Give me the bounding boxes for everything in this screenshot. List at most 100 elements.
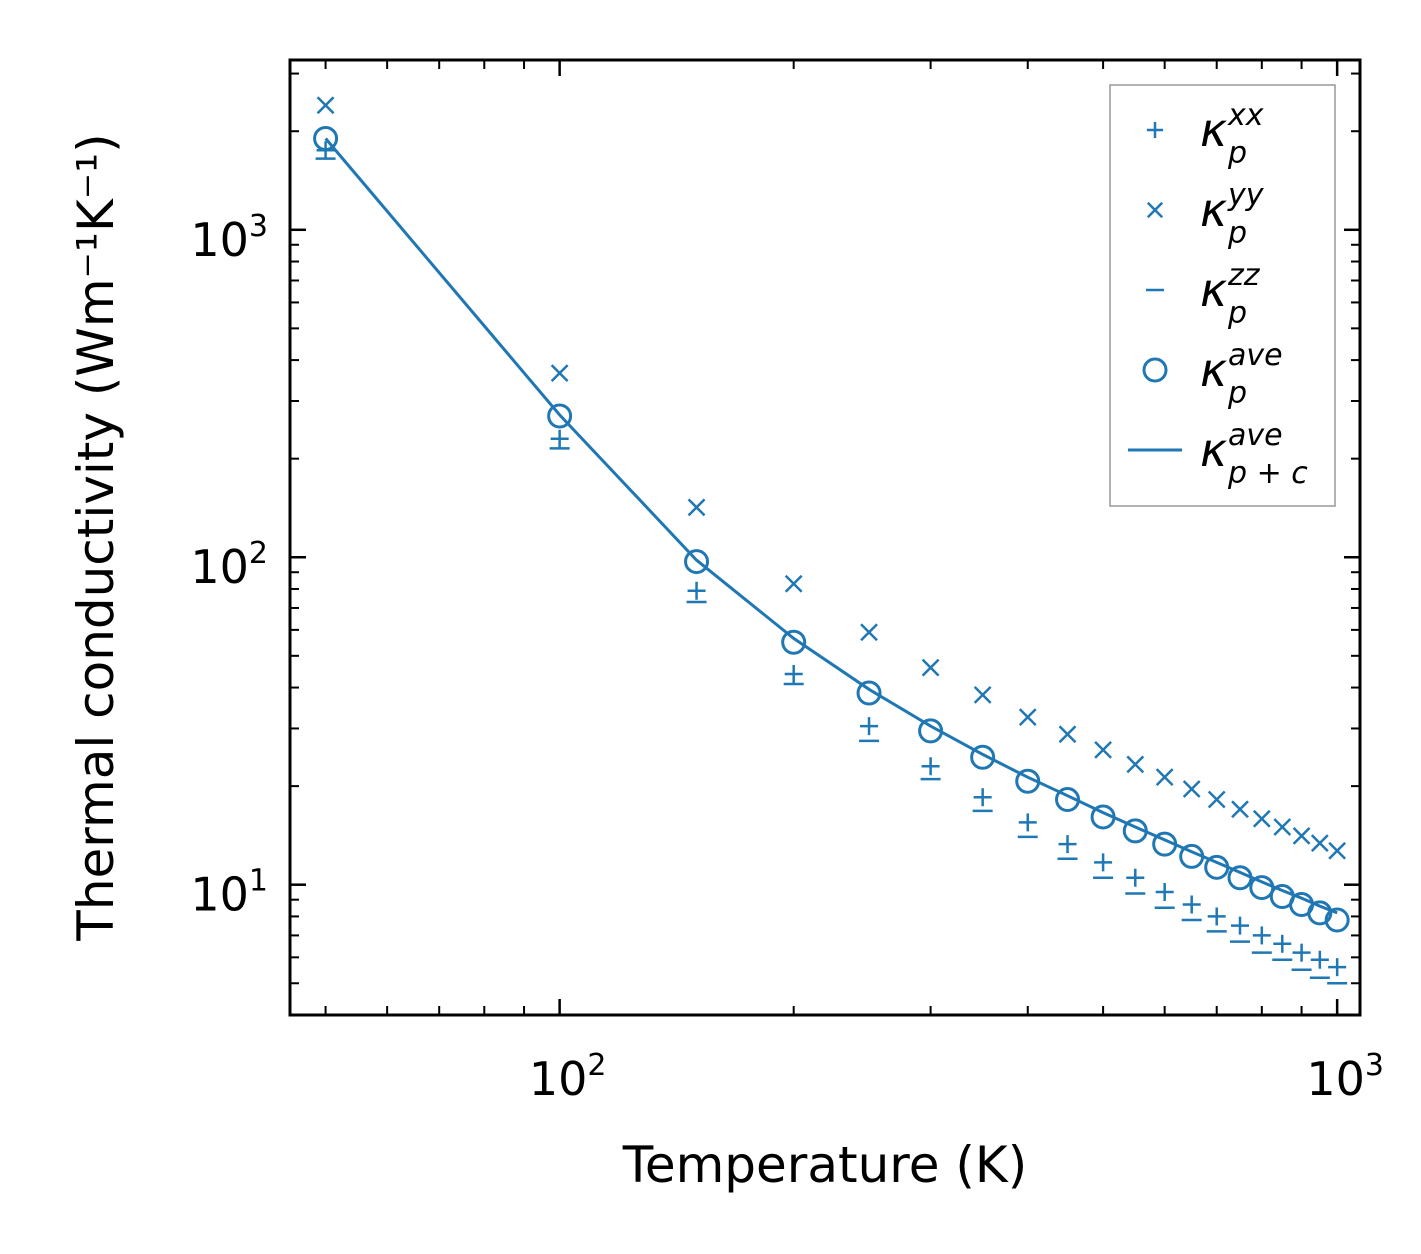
- point-kappa_p_xx: [921, 757, 940, 776]
- point-kappa_p_yy: [550, 364, 569, 383]
- legend-marker-kappa_p_yy: [1146, 201, 1164, 219]
- point-kappa_p_ave: [1204, 854, 1230, 880]
- legend-marker-kappa_p_ave: [1142, 357, 1168, 383]
- x-tick-label: 102: [529, 1048, 607, 1106]
- y-axis-title: Thermal conductivity (Wm⁻¹K⁻¹): [67, 133, 125, 941]
- point-kappa_p_ave: [970, 744, 996, 770]
- point-kappa_p_xx: [1155, 882, 1174, 901]
- legend-frame: [1109, 84, 1336, 507]
- y-tick-label: 103: [190, 209, 268, 267]
- point-kappa_p_ave: [1055, 787, 1081, 813]
- point-kappa_p_xx: [1252, 926, 1271, 945]
- point-kappa_p_xx: [973, 788, 992, 807]
- legend-sub-kappa_p_ave: p: [1227, 376, 1247, 411]
- point-kappa_p_ave: [547, 403, 573, 429]
- x-tick-label: 103: [1306, 1048, 1384, 1106]
- point-kappa_p_xx: [1126, 868, 1145, 887]
- legend-sub-kappa_p_zz: p: [1227, 296, 1247, 331]
- point-kappa_p_ave: [1122, 818, 1148, 844]
- point-kappa_p_yy-b: [1155, 768, 1174, 787]
- point-kappa_p_yy: [1018, 708, 1037, 726]
- point-kappa_p_yy: [1231, 800, 1249, 819]
- point-kappa_p_yy: [1207, 790, 1226, 809]
- x-axis-title: Temperature (K): [622, 1136, 1027, 1194]
- point-kappa_p_xx: [687, 581, 706, 600]
- point-kappa_p_xx: [1207, 907, 1226, 926]
- point-kappa_p_ave: [781, 629, 807, 655]
- point-kappa_p_yy-b: [784, 574, 803, 593]
- legend-marker-kappa_p_yy-b: [1146, 201, 1164, 219]
- point-kappa_p_yy-b: [1126, 755, 1145, 774]
- point-kappa_p_yy: [860, 623, 878, 642]
- point-kappa_p_yy-b: [1328, 841, 1347, 860]
- legend-sup-kappa_p_xx: xx: [1227, 98, 1264, 133]
- legend-sup-kappa_pc_ave: ave: [1228, 418, 1283, 453]
- point-kappa_p_yy: [1094, 741, 1112, 759]
- point-kappa_p_ave: [1179, 843, 1205, 869]
- point-kappa_p_ave: [1324, 907, 1350, 933]
- point-kappa_p_yy: [1328, 841, 1347, 860]
- point-kappa_p_yy-b: [1310, 834, 1329, 852]
- point-kappa_p_yy-b: [687, 498, 706, 517]
- point-kappa_p_yy: [921, 658, 940, 677]
- point-kappa_p_yy: [1182, 780, 1201, 798]
- legend-sup-kappa_p_zz: zz: [1227, 258, 1261, 293]
- point-kappa_p_yy: [1292, 826, 1311, 845]
- point-kappa_p_yy-b: [1207, 790, 1226, 809]
- point-kappa_p_xx: [550, 429, 569, 448]
- point-kappa_p_xx: [1292, 943, 1311, 962]
- point-kappa_p_yy-b: [316, 96, 335, 115]
- point-kappa_p_yy-b: [1018, 708, 1037, 726]
- point-kappa_p_xx: [1328, 958, 1347, 977]
- point-kappa_p_yy-b: [1182, 780, 1201, 798]
- legend-label-kappa_p_zz: κ: [1200, 263, 1227, 317]
- point-kappa_p_xx: [1273, 934, 1292, 953]
- legend-marker-kappa_p_xx: [1146, 121, 1164, 139]
- point-kappa_p_yy: [687, 498, 706, 517]
- point-kappa_p_xx: [1058, 835, 1077, 854]
- y-tick-label: 102: [190, 536, 268, 594]
- point-kappa_p_ave: [1227, 865, 1253, 891]
- legend-label-kappa_p_yy: κ: [1200, 183, 1227, 237]
- point-kappa_p_xx: [1182, 895, 1201, 914]
- plot-frame: [288, 58, 1362, 1017]
- point-kappa_p_xx: [1231, 916, 1250, 935]
- point-kappa_p_yy-b: [1058, 725, 1077, 744]
- point-kappa_p_yy: [316, 96, 335, 115]
- point-kappa_p_yy: [1252, 809, 1271, 828]
- legend-sub-kappa_p_yy: p: [1227, 216, 1247, 251]
- point-kappa_p_ave: [684, 549, 710, 575]
- point-kappa_p_xx: [1310, 950, 1329, 969]
- point-kappa_p_xx: [1018, 813, 1037, 832]
- point-kappa_p_xx: [860, 717, 879, 736]
- point-kappa_p_yy: [1310, 834, 1329, 852]
- point-kappa_p_yy-b: [1231, 800, 1249, 819]
- point-kappa_p_xx: [784, 664, 803, 683]
- legend-label-kappa_p_ave: κ: [1200, 343, 1227, 397]
- point-kappa_p_yy-b: [860, 623, 878, 642]
- legend-label-kappa_p_xx: κ: [1200, 103, 1227, 157]
- legend-label-kappa_pc_ave: κ: [1200, 423, 1227, 477]
- point-kappa_p_ave: [918, 718, 944, 744]
- y-tick-label: 101: [190, 864, 268, 922]
- point-kappa_p_ave: [1249, 875, 1275, 901]
- point-kappa_p_yy-b: [1094, 741, 1112, 759]
- legend-sub-kappa_pc_ave: p + c: [1227, 456, 1308, 491]
- point-kappa_p_yy: [973, 685, 992, 704]
- point-kappa_p_yy: [1273, 818, 1292, 836]
- point-kappa_p_yy-b: [973, 685, 992, 704]
- data-marks: [313, 96, 1350, 985]
- point-kappa_p_yy-b: [550, 364, 569, 383]
- point-kappa_p_ave: [1015, 768, 1041, 794]
- point-kappa_p_yy-b: [1273, 818, 1292, 836]
- point-kappa_p_ave: [1152, 831, 1178, 857]
- point-kappa_p_ave: [1090, 804, 1116, 830]
- point-kappa_p_yy-b: [1292, 826, 1311, 845]
- point-kappa_p_yy-b: [921, 658, 940, 677]
- legend-sup-kappa_p_ave: ave: [1228, 338, 1283, 373]
- point-kappa_p_yy-b: [1252, 809, 1271, 828]
- legend-sub-kappa_p_xx: p: [1227, 136, 1247, 171]
- series-line-kappa_pc_ave: [324, 137, 1338, 915]
- tick-labels: 102 103 101 102 103: [190, 209, 1384, 1106]
